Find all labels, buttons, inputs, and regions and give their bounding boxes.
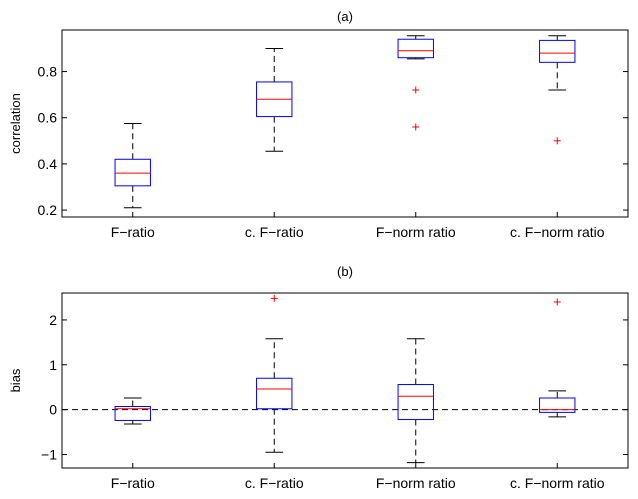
iqr-box xyxy=(539,397,576,413)
x-tick-label: F−ratio xyxy=(111,224,155,240)
y-tick-label: 0.2 xyxy=(38,202,58,218)
panel-title: (b) xyxy=(337,264,353,279)
x-tick-label: c. F−norm ratio xyxy=(510,224,605,240)
y-tick-label: 2 xyxy=(49,312,57,328)
y-tick-label: 0.6 xyxy=(38,110,58,126)
outlier-marker xyxy=(553,298,561,306)
y-tick-label: 0.8 xyxy=(38,64,58,80)
iqr-box xyxy=(397,384,434,421)
outlier-marker xyxy=(412,123,420,131)
x-tick-label: F−norm ratio xyxy=(376,475,456,491)
x-tick-label: c. F−ratio xyxy=(245,224,304,240)
y-tick-label: −1 xyxy=(41,447,57,463)
panel-b: (b) bias −1 0 1 2 F−ratio c. F−ratio F−norm rati… xyxy=(8,264,629,491)
x-tick-label: c. F−ratio xyxy=(245,475,304,491)
iqr-box xyxy=(114,158,151,187)
y-tick-label: 1 xyxy=(49,357,57,373)
outlier-marker xyxy=(553,137,561,145)
box-3: F−norm ratio xyxy=(376,35,456,240)
iqr-box xyxy=(114,406,151,421)
outlier-marker xyxy=(412,86,420,94)
iqr-box xyxy=(256,377,293,410)
box-2: c. F−ratio xyxy=(245,294,304,491)
iqr-box xyxy=(397,38,434,59)
y-axis-label: bias xyxy=(8,368,23,392)
box-3: F−norm ratio xyxy=(376,338,456,491)
y-axis-label: correlation xyxy=(8,93,23,154)
box-4: c. F−norm ratio xyxy=(510,35,605,240)
y-tick-label: 0.4 xyxy=(38,156,58,172)
panel-a: (a) correlation 0.2 0.4 0.6 0.8 F−ratio c. F−ra… xyxy=(8,9,629,240)
box-1: F−ratio xyxy=(111,123,155,240)
iqr-box xyxy=(539,39,576,63)
x-tick-label: c. F−norm ratio xyxy=(510,475,605,491)
box-4: c. F−norm ratio xyxy=(510,298,605,491)
plot-frame xyxy=(61,292,629,469)
plot-frame xyxy=(61,29,629,218)
panel-title: (a) xyxy=(337,9,353,24)
y-tick-label: 0 xyxy=(49,402,57,418)
outlier-marker xyxy=(270,294,278,302)
x-tick-label: F−ratio xyxy=(111,475,155,491)
box-2: c. F−ratio xyxy=(245,47,304,240)
box-1: F−ratio xyxy=(111,397,155,491)
x-tick-label: F−norm ratio xyxy=(376,224,456,240)
